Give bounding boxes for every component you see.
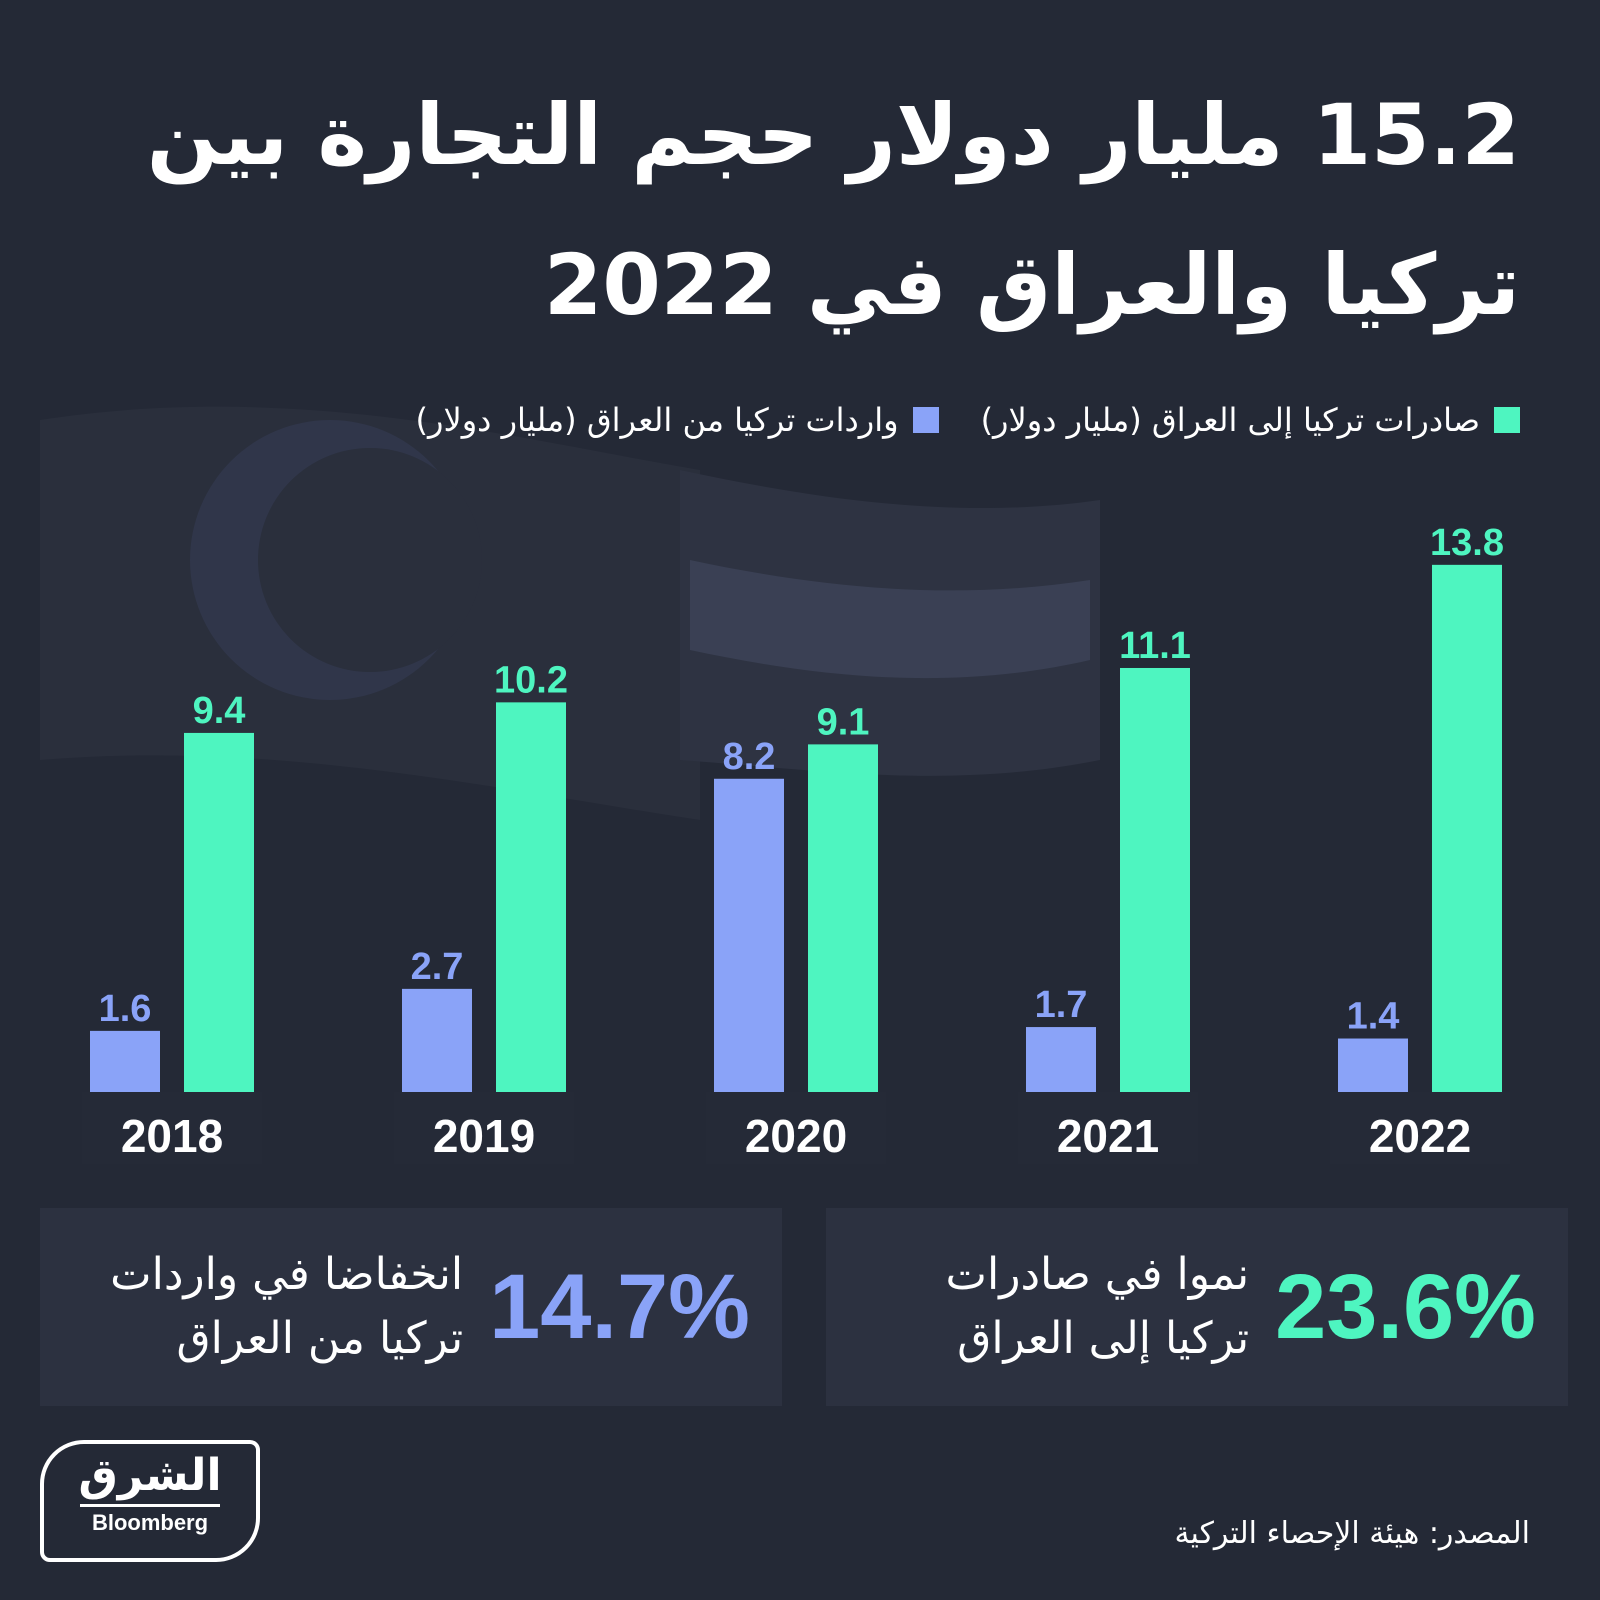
imports-change-value: 14.7%: [489, 1255, 750, 1358]
source-note: المصدر: هيئة الإحصاء التركية: [1174, 1516, 1530, 1551]
exports-change-value: 23.6%: [1275, 1255, 1536, 1358]
legend-imports-label: واردات تركيا من العراق (مليار دولار): [415, 401, 899, 439]
exports-value-label-2020: 9.1: [817, 701, 870, 743]
imports-value-label-2020: 8.2: [723, 736, 776, 778]
legend-imports-swatch: [912, 407, 939, 433]
imports-bar-2018: [90, 1030, 160, 1092]
exports-bar-2021: [1120, 667, 1190, 1092]
year-band-2018: [82, 1092, 262, 1164]
x-tick-label-2018: 2018: [121, 1110, 223, 1162]
imports-value-label-2022: 1.4: [1347, 996, 1400, 1038]
exports-value-label-2018: 9.4: [193, 690, 246, 732]
legend-exports-swatch: [1494, 407, 1520, 433]
exports-change-card: 23.6% نموا في صادرات تركيا إلى العراق: [826, 1208, 1568, 1406]
legend-exports-label: صادرات تركيا إلى العراق (مليار دولار): [980, 401, 1480, 439]
year-band-2020: [706, 1092, 886, 1164]
legend-imports: واردات تركيا من العراق (مليار دولار): [416, 401, 939, 439]
x-tick-label-2021: 2021: [1057, 1110, 1159, 1162]
exports-bar-2019: [496, 702, 566, 1092]
chart-title: 15.2 مليار دولار حجم التجارة بين تركيا و…: [146, 86, 1520, 334]
imports-bar-2021: [1026, 1027, 1096, 1092]
x-tick-label-2019: 2019: [433, 1110, 535, 1162]
logo-divider: [80, 1504, 220, 1507]
imports-bar-2020: [714, 778, 784, 1092]
asharq-bloomberg-logo: الشرق Bloomberg: [40, 1440, 260, 1562]
imports-value-label-2019: 2.7: [411, 946, 464, 988]
logo-name: الشرق: [78, 1450, 222, 1501]
imports-value-label-2021: 1.7: [1035, 984, 1088, 1026]
year-band-2022: [1330, 1092, 1510, 1164]
imports-value-label-2018: 1.6: [99, 988, 152, 1030]
exports-value-label-2019: 10.2: [494, 659, 568, 701]
exports-bar-2022: [1432, 564, 1502, 1092]
year-band-2019: [394, 1092, 574, 1164]
logo-partner: Bloomberg: [91, 1510, 209, 1535]
imports-bar-2022: [1338, 1038, 1408, 1092]
imports-bar-2019: [402, 988, 472, 1092]
exports-value-label-2021: 11.1: [1119, 625, 1191, 667]
imports-change-text: انخفاضا في واردات تركيا من العراق: [110, 1249, 464, 1364]
x-tick-label-2020: 2020: [745, 1110, 847, 1162]
exports-value-label-2022: 13.8: [1430, 522, 1504, 564]
exports-bar-2020: [808, 744, 878, 1092]
exports-bar-2018: [184, 732, 254, 1092]
legend-exports: صادرات تركيا إلى العراق (مليار دولار): [981, 401, 1520, 439]
imports-change-card: 14.7% انخفاضا في واردات تركيا من العراق: [40, 1208, 782, 1406]
year-band-2021: [1018, 1092, 1198, 1164]
x-tick-label-2022: 2022: [1369, 1110, 1471, 1162]
legend: صادرات تركيا إلى العراق (مليار دولار) وا…: [100, 390, 1520, 450]
exports-change-text: نموا في صادرات تركيا إلى العراق: [945, 1249, 1250, 1364]
